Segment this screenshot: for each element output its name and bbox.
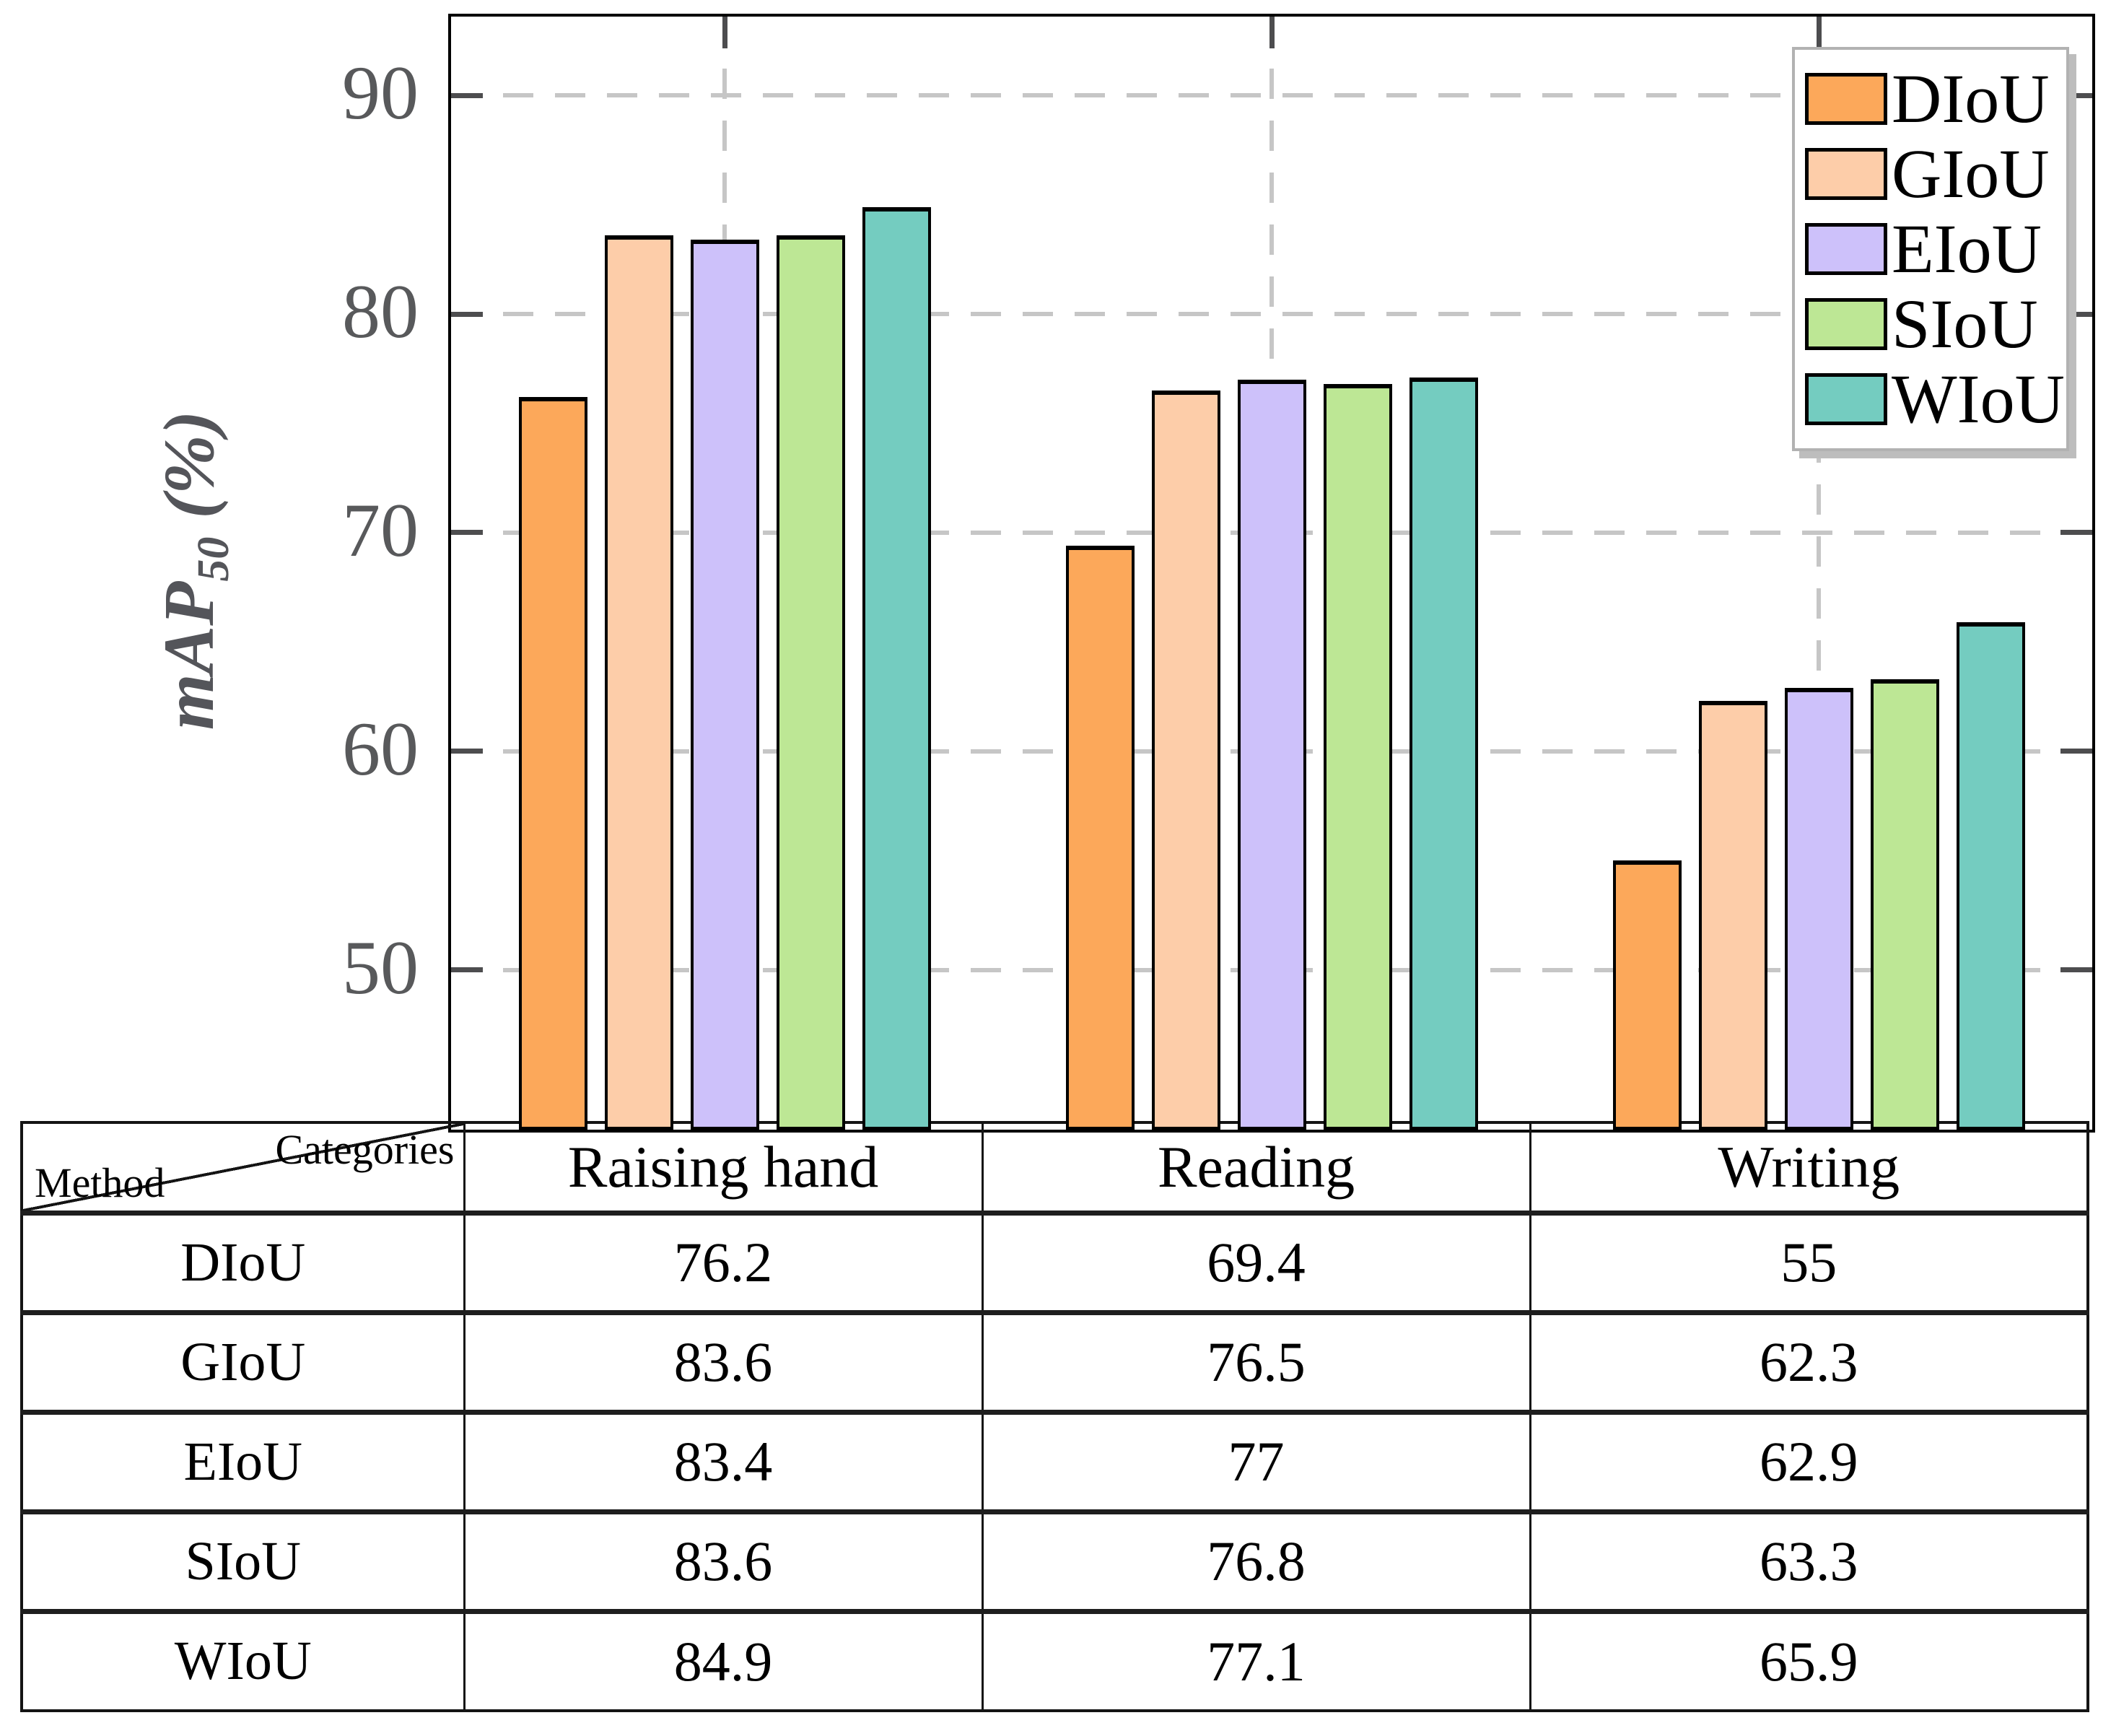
y-axis-tick-right-70 (2060, 530, 2092, 536)
value-cell: 77 (981, 1409, 1530, 1512)
y-axis-tick-50 (451, 967, 483, 973)
value-cell: 62.9 (1529, 1409, 2088, 1512)
y-axis-tick-90 (451, 92, 483, 98)
column-header-reading: Reading (981, 1122, 1530, 1213)
table-row-siou: SIoU 83.6 76.8 63.3 (22, 1509, 2088, 1611)
value-cell: 83.6 (463, 1309, 982, 1412)
legend-item-diou: DIoU (1805, 61, 2066, 136)
y-axis-label: mAP50 (%) (149, 411, 238, 730)
table-row-wiou: WIoU 84.9 77.1 65.9 (22, 1608, 2088, 1711)
value-cell: 77.1 (981, 1608, 1530, 1711)
legend-label-eiou: EIoU (1892, 210, 2042, 287)
value-cell: 76.8 (981, 1509, 1530, 1611)
chart-legend: DIoU GIoU EIoU SIoU WIoU (1792, 47, 2069, 451)
value-cell: 65.9 (1529, 1608, 2088, 1711)
bar-diou-writing (1612, 860, 1682, 1130)
y-tick-label-50: 50 (342, 925, 419, 1010)
x-axis-tick-writing (1816, 17, 1822, 48)
value-cell: 69.4 (981, 1210, 1530, 1312)
bar-wiou-raising-hand (862, 206, 931, 1130)
method-label: GIoU (22, 1309, 464, 1412)
method-label: EIoU (22, 1409, 464, 1512)
bar-eiou-writing (1784, 688, 1853, 1130)
bar-siou-reading (1323, 383, 1392, 1130)
y-axis-tick-right-50 (2060, 967, 2092, 973)
bar-eiou-reading (1237, 379, 1306, 1130)
bar-wiou-reading (1409, 377, 1478, 1130)
legend-swatch-eiou (1805, 223, 1887, 275)
y-axis-label-subscript: 50 (189, 536, 238, 582)
table-row-diou: DIoU 76.2 69.4 55 (22, 1210, 2088, 1312)
y-axis-tick-right-60 (2060, 749, 2092, 754)
bar-diou-raising-hand (518, 397, 587, 1130)
y-axis-tick-80 (451, 311, 483, 317)
legend-item-siou: SIoU (1805, 287, 2066, 362)
y-axis-label-suffix: (%) (149, 410, 229, 537)
legend-swatch-diou (1805, 73, 1887, 125)
legend-swatch-giou (1805, 148, 1887, 200)
legend-label-giou: GIoU (1892, 135, 2050, 212)
bar-siou-raising-hand (776, 235, 845, 1130)
y-axis-tick-right-90 (2060, 92, 2092, 98)
table-header-row: Categories Method Raising hand Reading W… (22, 1122, 2088, 1213)
bar-wiou-writing (1956, 622, 2025, 1130)
bar-eiou-raising-hand (690, 240, 759, 1130)
value-cell: 62.3 (1529, 1309, 2088, 1412)
y-tick-label-80: 80 (342, 269, 419, 354)
bar-giou-reading (1151, 391, 1220, 1130)
corner-label-method: Method (35, 1159, 165, 1206)
legend-label-siou: SIoU (1892, 285, 2038, 362)
results-table: Categories Method Raising hand Reading W… (20, 1121, 2089, 1712)
bar-chart-plot-area: DIoU GIoU EIoU SIoU WIoU 50 60 70 80 90 (342, 14, 2095, 1133)
legend-item-giou: GIoU (1805, 136, 2066, 211)
value-cell: 76.2 (463, 1210, 982, 1312)
bar-giou-raising-hand (604, 235, 673, 1130)
bar-siou-writing (1870, 679, 1939, 1130)
legend-item-eiou: EIoU (1805, 211, 2066, 287)
value-cell: 55 (1529, 1210, 2088, 1312)
corner-label-categories: Categories (275, 1126, 455, 1173)
method-label: SIoU (22, 1509, 464, 1611)
y-axis-tick-right-80 (2060, 311, 2092, 317)
legend-item-wiou: WIoU (1805, 362, 2066, 437)
method-label: WIoU (22, 1608, 464, 1711)
bar-giou-writing (1698, 701, 1767, 1130)
y-tick-label-90: 90 (342, 50, 419, 135)
value-cell: 76.5 (981, 1309, 1530, 1412)
x-axis-tick-reading (1269, 17, 1275, 48)
table-corner-cell: Categories Method (22, 1122, 464, 1213)
value-cell: 83.6 (463, 1509, 982, 1611)
y-axis-tick-70 (451, 530, 483, 536)
y-tick-label-70: 70 (342, 487, 419, 572)
legend-label-wiou: WIoU (1892, 360, 2065, 437)
legend-label-diou: DIoU (1892, 60, 2050, 137)
value-cell: 83.4 (463, 1409, 982, 1512)
y-axis-label-main: mAP (149, 581, 229, 730)
column-header-raising-hand: Raising hand (463, 1122, 982, 1213)
bar-diou-reading (1065, 546, 1135, 1130)
table-row-eiou: EIoU 83.4 77 62.9 (22, 1409, 2088, 1512)
y-axis-tick-60 (451, 749, 483, 754)
value-cell: 63.3 (1529, 1509, 2088, 1611)
y-tick-label-60: 60 (342, 706, 419, 791)
legend-swatch-siou (1805, 298, 1887, 350)
value-cell: 84.9 (463, 1608, 982, 1711)
column-header-writing: Writing (1529, 1122, 2088, 1213)
table-row-giou: GIoU 83.6 76.5 62.3 (22, 1309, 2088, 1412)
legend-swatch-wiou (1805, 373, 1887, 425)
x-axis-tick-raising-hand (722, 17, 727, 48)
gridline-x-writing (1817, 17, 1821, 1130)
method-label: DIoU (22, 1210, 464, 1312)
